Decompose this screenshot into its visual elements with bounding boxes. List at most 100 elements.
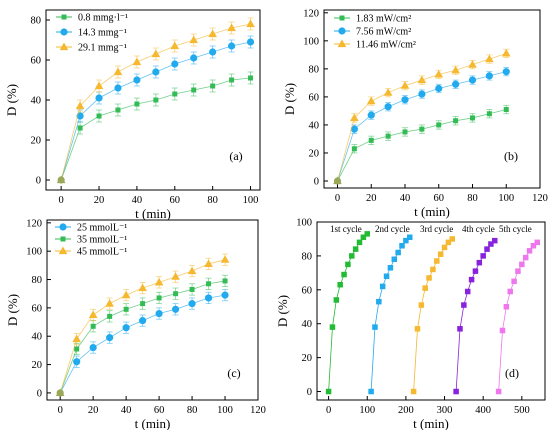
y-tick-label: 20 [302,353,313,364]
y-tick-label: 100 [26,247,42,258]
data-point [417,75,427,84]
y-tick-label: 60 [31,56,42,67]
data-point [449,236,456,242]
data-point [333,176,342,185]
x-tick-label: 120 [250,405,266,416]
y-tick-label: 20 [32,360,43,371]
data-point [208,29,217,38]
panel-label: (b) [504,149,518,163]
legend: 1.83 mW/cm² 7.56 mW/cm² 11.46 mW/cm² [334,14,416,51]
legend-item: 1.83 mW/cm² [334,14,411,25]
data-point [526,248,533,254]
data-point [366,96,376,105]
legend: 25 mmolL⁻¹35 mmolL⁻¹45 mmolL⁻¹ [55,223,127,258]
data-point [464,288,471,295]
legend-marker [60,28,68,36]
x-tick-label: 400 [475,405,491,416]
data-point [418,302,425,308]
data-point [384,103,392,111]
x-tick-label: 100 [217,405,233,416]
data-point [72,334,81,343]
y-tick-label: 20 [309,148,320,159]
data-point [221,291,229,299]
data-point [121,290,131,299]
x-tick-label: 100 [359,405,375,416]
data-point [189,286,195,292]
data-point [189,35,199,44]
data-point [507,288,513,295]
y-tick-label: 20 [31,136,42,147]
legend-label: 11.46 mW/cm² [356,40,416,51]
data-point [502,68,510,76]
data-point [400,81,410,89]
data-point [368,388,374,395]
data-point [401,96,409,104]
data-point [246,19,255,28]
x-tick-label: 500 [514,405,530,416]
data-point [387,265,394,271]
data-point [138,283,147,292]
series-3 [453,237,498,395]
x-tick-label: 20 [88,405,99,416]
data-point [96,113,102,119]
y-tick-label: 80 [31,16,42,27]
data-point [436,122,442,128]
x-tick-label: 0 [335,193,340,204]
data-point [511,278,517,285]
legend-label: 14.3 mmg⁻¹ [78,28,127,39]
data-point [122,324,130,332]
data-point [391,256,398,263]
data-point [356,239,363,246]
x-tick-label: 0 [326,405,331,416]
data-point [55,388,65,397]
series-4 [495,239,541,395]
data-point [419,126,425,132]
data-point [530,242,537,249]
data-point [115,107,121,113]
data-point [470,115,475,121]
series-2 [55,253,230,397]
x-tick-label: 100 [498,193,514,204]
y-tick-label: 80 [309,64,320,75]
data-point [486,111,492,117]
series-line [455,240,496,392]
data-point [430,266,436,273]
data-point [204,259,213,268]
cycle-label: 5th cycle [499,224,532,234]
series-0 [58,71,254,183]
x-axis-title: t (min) [414,204,450,219]
data-point [445,239,452,246]
data-point [76,112,84,120]
data-point [403,237,409,244]
y-tick-label: 100 [303,36,319,47]
x-tick-label: 60 [170,195,181,206]
x-tick-label: 40 [132,195,143,206]
data-point [114,84,122,92]
data-point [492,237,498,244]
legend-marker [58,246,68,255]
legend-label: 0.8 mmg⋅l⁻¹ [78,13,128,24]
cycle-label: 3rd cycle [420,224,453,234]
data-point [337,281,343,288]
data-point [222,278,228,284]
data-point [151,49,161,58]
data-point [173,291,179,297]
data-point [170,41,180,50]
data-point [441,244,448,251]
panel-c: 0 20 40 60 80 100 120 0 20 40 60 80 100 120 t (min) D (… [5,218,266,430]
legend-item: 14.3 mmg⁻¹ [56,28,127,39]
series-line [59,294,226,394]
data-point [472,268,479,274]
data-point [106,334,114,342]
data-point [140,301,146,307]
data-point [422,285,428,291]
data-point [107,313,113,319]
data-point [360,234,367,241]
data-point [461,302,467,308]
data-point [522,254,529,261]
data-point [210,83,216,89]
y-tick-label: 60 [32,303,43,314]
data-point [171,305,180,313]
data-point [468,60,477,68]
x-axis-title: t (min) [135,206,171,221]
